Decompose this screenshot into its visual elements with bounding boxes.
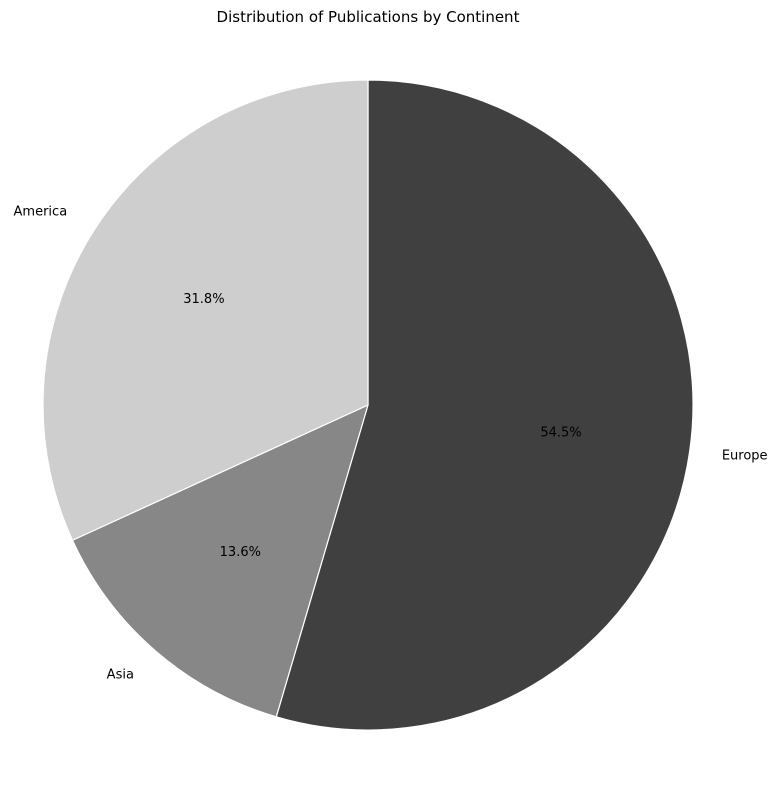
pie-slice-europe [275,79,694,731]
slice-label-europe: Europe [722,448,768,463]
slice-label-asia: Asia [107,668,134,683]
pie-labels: Europe 54.5% Asia 13.6% America 31.8% [14,204,768,682]
pie-slice-asia [71,404,369,718]
chart-title: Distribution of Publications by Continen… [217,8,520,26]
slice-label-america: America [14,204,68,219]
slice-percent-europe: 54.5% [540,425,581,440]
pie-slices [42,79,694,731]
pie-slice-america [42,79,369,541]
slice-percent-america: 31.8% [183,292,224,307]
slice-percent-asia: 13.6% [220,545,261,560]
